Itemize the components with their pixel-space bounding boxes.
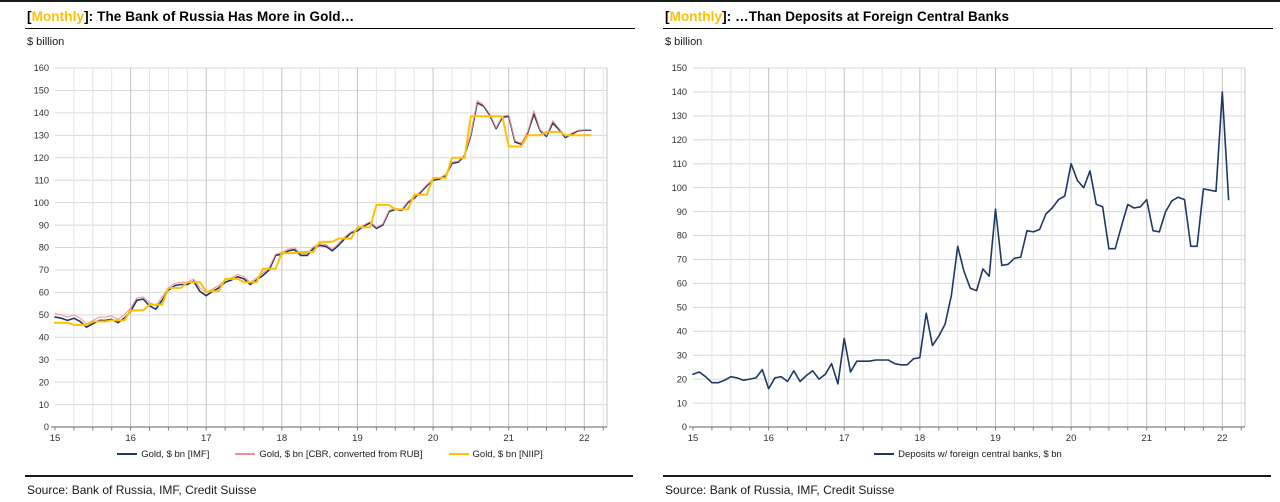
svg-text:60: 60 (39, 288, 49, 298)
svg-text:60: 60 (677, 279, 687, 289)
legend-line-swatch (235, 453, 256, 455)
svg-text:21: 21 (1141, 433, 1152, 444)
footer-rule (663, 475, 1271, 477)
svg-text:80: 80 (677, 231, 687, 241)
svg-text:100: 100 (34, 198, 49, 208)
svg-text:90: 90 (39, 220, 49, 230)
svg-text:20: 20 (39, 377, 49, 387)
svg-text:20: 20 (1066, 433, 1077, 444)
svg-text:16: 16 (125, 433, 136, 444)
legend-item: Gold, $ bn [IMF] (117, 449, 209, 460)
y-axis-unit-label: $ billion (665, 36, 703, 48)
svg-text:50: 50 (39, 310, 49, 320)
svg-text:20: 20 (677, 374, 687, 384)
deposits-line-chart: 0 10 20 30 40 50 60 70 80 90 100 110 120 130 140 150 15 1… (672, 63, 1246, 444)
gold-chart-legend: Gold, $ bn [IMF] Gold, $ bn [CBR, convert… (25, 446, 635, 462)
gold-chart-panel: [Monthly]: The Bank of Russia Has More i… (25, 2, 635, 502)
svg-text:130: 130 (672, 111, 687, 121)
svg-text:80: 80 (39, 243, 49, 253)
svg-text:130: 130 (34, 131, 49, 141)
svg-text:110: 110 (672, 159, 687, 169)
source-attribution: Source: Bank of Russia, IMF, Credit Suis… (27, 483, 257, 497)
svg-text:18: 18 (277, 433, 288, 444)
legend-line-swatch (874, 453, 895, 455)
footer-rule (25, 475, 633, 477)
svg-text:17: 17 (839, 433, 850, 444)
svg-text:100: 100 (672, 183, 687, 193)
deposits-chart-panel: [Monthly]: …Than Deposits at Foreign Cen… (663, 2, 1273, 502)
svg-text:140: 140 (34, 108, 49, 118)
title-text: ]: …Than Deposits at Foreign Central Ban… (722, 9, 1010, 24)
title-bracket-open: [ (665, 9, 670, 24)
svg-text:19: 19 (990, 433, 1001, 444)
svg-text:18: 18 (915, 433, 926, 444)
legend-item: Gold, $ bn [NIIP] (448, 448, 543, 460)
page-top-rule (0, 0, 1280, 2)
svg-text:20: 20 (428, 433, 439, 444)
svg-text:110: 110 (34, 175, 49, 185)
svg-text:16: 16 (763, 433, 774, 444)
source-attribution: Source: Bank of Russia, IMF, Credit Suis… (665, 483, 895, 497)
title-bracket-open: [ (27, 9, 32, 24)
page-title: [Monthly]: The Bank of Russia Has More i… (25, 2, 635, 29)
legend-label: Gold, $ bn [CBR, converted from RUB] (259, 448, 423, 460)
legend-item: Deposits w/ foreign central banks, $ bn (874, 449, 1062, 460)
svg-text:70: 70 (677, 255, 687, 265)
svg-text:40: 40 (39, 332, 49, 342)
deposits-chart-legend: Deposits w/ foreign central banks, $ bn (663, 446, 1273, 462)
svg-text:17: 17 (201, 433, 212, 444)
svg-text:22: 22 (579, 433, 590, 444)
svg-text:50: 50 (677, 303, 687, 313)
svg-text:160: 160 (34, 63, 49, 73)
svg-text:120: 120 (34, 153, 49, 163)
svg-text:19: 19 (352, 433, 363, 444)
svg-text:0: 0 (44, 422, 49, 432)
svg-text:10: 10 (677, 398, 687, 408)
legend-line-swatch (117, 453, 138, 455)
svg-text:30: 30 (677, 350, 687, 360)
title-frequency-tag: Monthly (669, 9, 723, 24)
title-text: ]: The Bank of Russia Has More in Gold… (84, 9, 355, 24)
legend-label: Deposits w/ foreign central banks, $ bn (898, 448, 1062, 460)
svg-text:150: 150 (34, 86, 49, 96)
svg-text:140: 140 (672, 87, 687, 97)
svg-text:120: 120 (672, 135, 687, 145)
svg-text:40: 40 (677, 326, 687, 336)
gold-line-chart: 0 10 20 30 40 50 60 70 80 90 100 110 120 130 140 150 160… (34, 63, 608, 444)
legend-label: Gold, $ bn [NIIP] (472, 448, 543, 460)
svg-text:21: 21 (503, 433, 514, 444)
svg-text:70: 70 (39, 265, 49, 275)
legend-label: Gold, $ bn [IMF] (141, 448, 210, 460)
y-axis-unit-label: $ billion (27, 36, 65, 48)
svg-text:22: 22 (1217, 433, 1228, 444)
svg-text:150: 150 (672, 63, 687, 73)
page-title: [Monthly]: …Than Deposits at Foreign Cen… (663, 2, 1273, 29)
legend-line-swatch (448, 453, 469, 455)
svg-text:10: 10 (39, 400, 49, 410)
svg-text:0: 0 (682, 422, 687, 432)
svg-text:15: 15 (688, 433, 699, 444)
svg-text:15: 15 (50, 433, 61, 444)
title-frequency-tag: Monthly (31, 9, 85, 24)
svg-text:90: 90 (677, 207, 687, 217)
legend-item: Gold, $ bn [CBR, converted from RUB] (235, 448, 423, 460)
svg-text:30: 30 (39, 355, 49, 365)
